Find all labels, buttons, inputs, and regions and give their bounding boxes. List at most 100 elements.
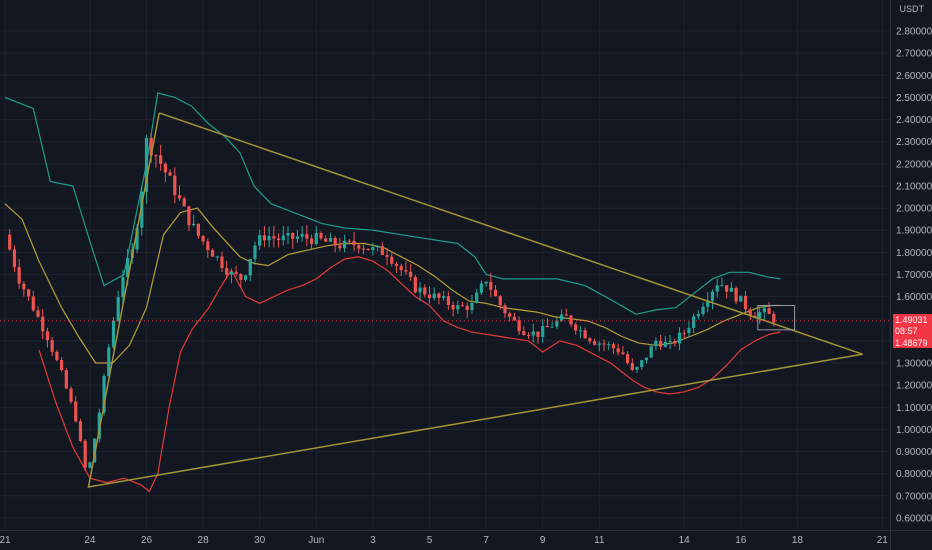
low-price-value: 1.48679 xyxy=(895,338,928,348)
candle-body xyxy=(758,312,762,318)
candle-body xyxy=(121,277,125,298)
time-axis[interactable]: 21 24 26 28 30 Jun 3 5 7 9 11 14 16 18 21 xyxy=(0,535,888,546)
candle-body xyxy=(262,235,267,241)
candle-body xyxy=(710,291,715,301)
candle-body xyxy=(739,295,743,302)
low-price-tag: 1.48679 xyxy=(893,338,932,348)
y-tick-label: 2.70000 xyxy=(896,49,932,60)
candle-body xyxy=(144,138,149,192)
candle-body xyxy=(309,238,314,245)
candle-body xyxy=(559,314,564,321)
candle-body xyxy=(654,340,658,347)
candle-body xyxy=(663,342,667,347)
candle-body xyxy=(517,320,521,332)
candle-body xyxy=(163,163,167,173)
x-tick-label: 26 xyxy=(141,535,153,546)
x-tick-label: 28 xyxy=(198,535,210,546)
candle-body xyxy=(338,245,342,249)
candle-body xyxy=(743,295,748,310)
candle-body xyxy=(8,234,12,250)
candle-body xyxy=(343,240,347,249)
candle-body xyxy=(437,293,441,298)
triangle-drawing xyxy=(0,112,890,488)
candle-body xyxy=(93,438,97,463)
candle-body xyxy=(366,248,370,250)
candle-body xyxy=(347,240,351,242)
candle-body xyxy=(677,332,682,344)
candle-body xyxy=(50,340,54,352)
candle-body xyxy=(64,370,68,389)
x-tick-label: Jun xyxy=(308,535,324,546)
candle-body xyxy=(177,195,182,199)
candle-body xyxy=(640,360,644,368)
price-axis[interactable]: 2.80000 2.70000 2.60000 2.50000 2.40000 2.300… xyxy=(896,27,932,525)
candle-body xyxy=(583,330,587,339)
candle-body xyxy=(187,206,191,226)
y-tick-label: 1.70000 xyxy=(896,270,932,281)
candle-body xyxy=(564,314,568,316)
y-tick-label: 1.30000 xyxy=(896,359,932,370)
candlestick-series xyxy=(8,133,776,472)
candle-body xyxy=(305,234,309,239)
candle-body xyxy=(286,233,290,236)
candle-body xyxy=(140,191,144,228)
candle-body xyxy=(41,316,45,332)
candle-body xyxy=(239,273,243,280)
candle-body xyxy=(772,314,776,323)
candle-body xyxy=(725,285,729,292)
candle-body xyxy=(182,198,186,207)
candle-body xyxy=(31,296,35,311)
candle-body xyxy=(201,235,205,242)
candle-body xyxy=(588,338,592,342)
candle-body xyxy=(333,237,337,246)
candle-body xyxy=(644,357,649,361)
y-tick-label: 2.40000 xyxy=(896,115,932,126)
candle-body xyxy=(116,297,120,321)
x-tick-label: 9 xyxy=(540,535,546,546)
candle-body xyxy=(371,247,375,250)
candle-body xyxy=(649,346,653,358)
candle-body xyxy=(36,310,40,317)
candle-body xyxy=(432,293,436,299)
candle-body xyxy=(295,236,300,239)
candle-body xyxy=(22,283,26,290)
candle-body xyxy=(592,341,597,345)
x-tick-label: 24 xyxy=(84,535,96,546)
candle-body xyxy=(692,316,696,328)
candle-body xyxy=(409,271,413,277)
candle-body xyxy=(159,155,163,164)
candle-body xyxy=(668,341,672,343)
candle-body xyxy=(427,294,432,299)
x-tick-label: 21 xyxy=(0,535,11,546)
x-tick-label: 18 xyxy=(792,535,804,546)
candle-body xyxy=(74,401,78,422)
candle-body xyxy=(423,287,427,295)
candle-body xyxy=(762,308,766,313)
lower-band-line xyxy=(38,256,781,493)
candle-body xyxy=(149,138,153,156)
candle-body xyxy=(60,360,64,371)
candle-body xyxy=(319,233,323,239)
candle-body xyxy=(418,287,422,293)
candle-body xyxy=(673,341,677,344)
candle-body xyxy=(291,233,295,239)
highlight-box[interactable] xyxy=(757,304,796,331)
candle-body xyxy=(390,256,394,264)
candle-body xyxy=(196,223,200,236)
y-tick-label: 1.60000 xyxy=(896,292,932,303)
candle-body xyxy=(88,462,92,468)
y-tick-label: 2.80000 xyxy=(896,27,932,38)
y-tick-label: 1.80000 xyxy=(896,248,932,259)
triangle-pattern[interactable] xyxy=(87,112,863,488)
candle-body xyxy=(574,324,578,331)
x-tick-label: 11 xyxy=(594,535,605,546)
candle-body xyxy=(597,343,601,345)
candle-body xyxy=(696,314,700,317)
candle-body xyxy=(616,348,620,353)
candle-body xyxy=(456,305,460,310)
candle-body xyxy=(102,375,106,413)
y-tick-label: 0.80000 xyxy=(896,469,932,480)
candle-body xyxy=(361,248,366,250)
upper-band-line xyxy=(4,92,781,315)
